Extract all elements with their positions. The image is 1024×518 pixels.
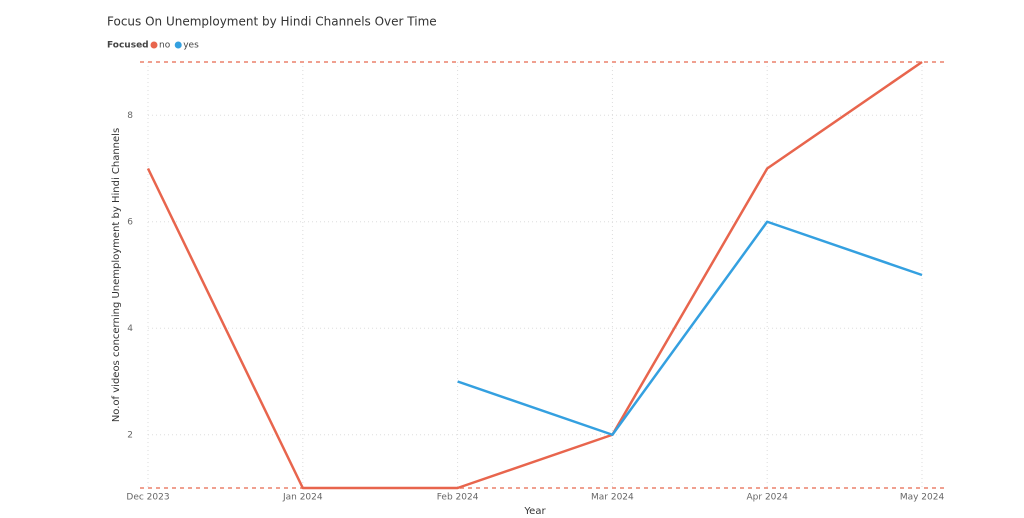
legend-label: no (159, 41, 171, 51)
legend-label: yes (183, 41, 199, 51)
y-tick-label: 4 (127, 324, 133, 334)
chart-title: Focus On Unemployment by Hindi Channels … (107, 15, 437, 29)
x-tick-label: Mar 2024 (591, 493, 634, 503)
legend-marker (174, 41, 182, 49)
x-tick-label: May 2024 (900, 493, 945, 503)
series-line (146, 60, 923, 490)
y-tick-label: 2 (127, 430, 133, 440)
legend-marker (150, 41, 158, 49)
legend-title: Focused (107, 41, 149, 51)
y-axis-title: No.of videos concerning Unemployment by … (111, 128, 122, 422)
x-tick-label: Apr 2024 (747, 493, 789, 503)
x-tick-label: Jan 2024 (282, 493, 323, 503)
series-line (457, 220, 923, 436)
x-tick-label: Dec 2023 (126, 493, 169, 503)
y-tick-label: 6 (127, 217, 133, 227)
x-tick-label: Feb 2024 (437, 493, 479, 503)
y-tick-label: 8 (127, 111, 133, 121)
x-axis-title: Year (523, 506, 546, 517)
